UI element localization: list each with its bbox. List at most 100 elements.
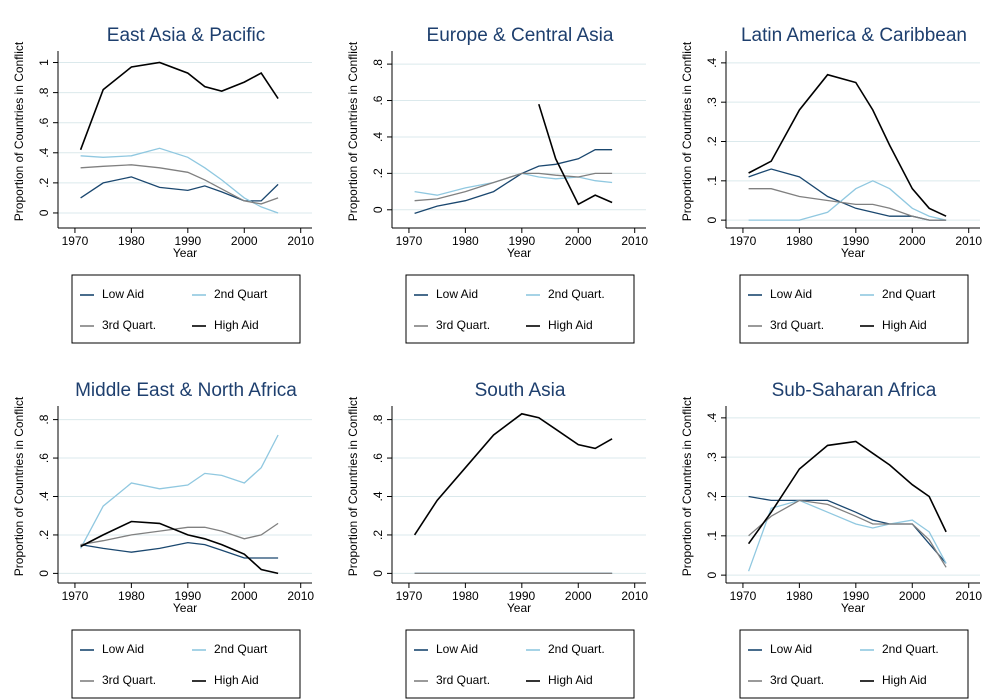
- panel-title: South Asia: [475, 380, 566, 401]
- series-line: [80, 147, 279, 214]
- y-tick-label: 0: [37, 209, 51, 216]
- x-tick-label: 1970: [396, 234, 423, 248]
- legend-label: 3rd Quart.: [102, 673, 156, 687]
- y-tick-label: .2: [705, 491, 719, 501]
- x-tick-label: 1970: [396, 589, 423, 603]
- x-axis-label: Year: [173, 246, 197, 260]
- y-axis-label: Proportion of Countries in Conflict: [346, 396, 360, 576]
- y-tick-label: .8: [371, 59, 385, 69]
- legend-box: [71, 629, 301, 699]
- x-tick-label: 2010: [621, 589, 648, 603]
- y-tick-label: 1: [37, 59, 51, 66]
- series-line: [414, 149, 613, 215]
- x-tick-label: 1970: [62, 589, 89, 603]
- x-tick-label: 2000: [565, 234, 592, 248]
- panel: South Asia 0 .2 .4 .6 .8 1970 1980 1990 2000 2010 Y…: [346, 380, 648, 699]
- series-line: [80, 520, 279, 575]
- panel-title: Latin America & Caribbean: [741, 25, 967, 46]
- x-tick-label: 2000: [899, 234, 926, 248]
- x-tick-label: 2000: [231, 234, 258, 248]
- y-tick-label: .6: [371, 453, 385, 463]
- x-tick-label: 2000: [899, 589, 926, 603]
- legend-label: 3rd Quart.: [102, 318, 156, 332]
- legend-label: Low Aid: [102, 642, 144, 656]
- panel: Latin America & Caribbean 0 .1 .2 .3 .4 1970 19…: [680, 25, 982, 344]
- legend-label: 3rd Quart.: [770, 318, 824, 332]
- y-tick-label: 0: [37, 570, 51, 577]
- x-tick-label: 2010: [287, 589, 314, 603]
- y-tick-label: .4: [371, 491, 385, 501]
- y-tick-label: .2: [371, 168, 385, 178]
- y-tick-label: .3: [705, 97, 719, 107]
- series-line: [748, 499, 947, 568]
- legend-label: Low Aid: [770, 287, 812, 301]
- legend-label: High Aid: [214, 673, 259, 687]
- y-tick-label: .6: [371, 95, 385, 105]
- x-tick-label: 1970: [730, 589, 757, 603]
- x-tick-label: 1990: [174, 234, 201, 248]
- series-line: [748, 180, 947, 221]
- series-line: [80, 541, 279, 559]
- legend-label: 2nd Quart: [882, 287, 936, 301]
- x-tick-label: 2000: [565, 589, 592, 603]
- panel: East Asia & Pacific 0 .2 .4 .6 .8 1 1970 1980 199…: [12, 25, 314, 344]
- x-tick-label: 1980: [118, 234, 145, 248]
- panel: Europe & Central Asia 0 .2 .4 .6 .8 1970 1980 19…: [346, 25, 648, 344]
- y-tick-label: .6: [37, 453, 51, 463]
- legend-label: Low Aid: [436, 287, 478, 301]
- legend-label: 3rd Quart.: [436, 318, 490, 332]
- y-tick-label: .2: [37, 178, 51, 188]
- legend-label: 2nd Quart.: [548, 642, 605, 656]
- x-tick-label: 1980: [118, 589, 145, 603]
- legend-label: 3rd Quart.: [770, 673, 824, 687]
- x-tick-label: 1990: [508, 234, 535, 248]
- y-tick-label: 0: [371, 206, 385, 213]
- x-tick-label: 2010: [955, 589, 982, 603]
- series-line: [748, 188, 947, 221]
- x-tick-label: 1990: [842, 589, 869, 603]
- series-line: [80, 164, 279, 205]
- x-tick-label: 1980: [452, 589, 479, 603]
- x-tick-label: 1970: [62, 234, 89, 248]
- x-tick-label: 1980: [786, 589, 813, 603]
- series-line: [80, 176, 279, 202]
- legend-label: Low Aid: [770, 642, 812, 656]
- x-tick-label: 1990: [174, 589, 201, 603]
- y-tick-label: .4: [37, 147, 51, 157]
- x-axis-label: Year: [841, 246, 865, 260]
- y-tick-label: 0: [705, 571, 719, 578]
- y-tick-label: .8: [37, 87, 51, 97]
- y-tick-label: .4: [37, 491, 51, 501]
- series-line: [414, 172, 613, 202]
- x-tick-label: 2000: [231, 589, 258, 603]
- legend-box: [71, 274, 301, 344]
- legend-label: 2nd Quart.: [882, 642, 939, 656]
- y-tick-label: .4: [371, 132, 385, 142]
- panel-title: Middle East & North Africa: [75, 380, 297, 401]
- x-axis-label: Year: [507, 601, 531, 615]
- legend-label: 2nd Quart: [214, 642, 268, 656]
- y-tick-label: 0: [371, 570, 385, 577]
- y-axis-label: Proportion of Countries in Conflict: [12, 396, 26, 576]
- legend-label: 2nd Quart: [214, 287, 268, 301]
- y-tick-label: .1: [705, 530, 719, 540]
- y-axis-label: Proportion of Countries in Conflict: [680, 41, 694, 221]
- legend-label: High Aid: [882, 318, 927, 332]
- x-tick-label: 2010: [955, 234, 982, 248]
- y-axis-label: Proportion of Countries in Conflict: [12, 41, 26, 221]
- series-line: [79, 61, 279, 151]
- panel-title: Sub-Saharan Africa: [772, 380, 937, 401]
- legend-label: High Aid: [548, 673, 593, 687]
- x-tick-label: 2010: [621, 234, 648, 248]
- y-tick-label: .3: [705, 452, 719, 462]
- legend-label: High Aid: [882, 673, 927, 687]
- series-line: [413, 412, 613, 536]
- panel: Middle East & North Africa 0 .2 .4 .6 .8 1970 1…: [12, 380, 314, 699]
- panel-title: East Asia & Pacific: [107, 25, 265, 46]
- legend-label: 3rd Quart.: [436, 673, 490, 687]
- x-tick-label: 1990: [508, 589, 535, 603]
- y-tick-label: .4: [705, 413, 719, 423]
- y-tick-label: .2: [371, 530, 385, 540]
- legend-label: Low Aid: [436, 642, 478, 656]
